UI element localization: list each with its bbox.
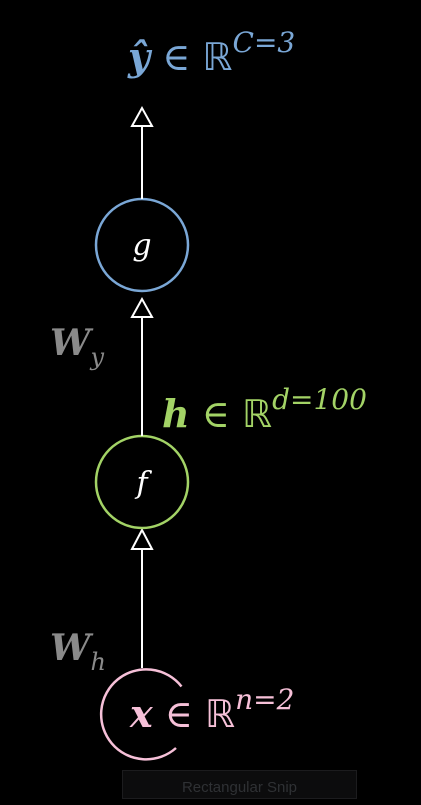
weight-y-label: Wy bbox=[50, 322, 104, 369]
hidden-set: ℝ bbox=[241, 392, 273, 436]
input-set: ℝ bbox=[204, 692, 236, 736]
weight-h-base: W bbox=[50, 627, 91, 669]
hidden-symbol: h bbox=[162, 391, 190, 436]
f-node-label: f bbox=[136, 466, 148, 501]
weight-h-sub: h bbox=[90, 648, 106, 676]
hidden-label: h ∈ ℝd=100 bbox=[162, 386, 367, 436]
output-in: ∈ bbox=[162, 35, 191, 79]
output-exponent: C=3 bbox=[232, 26, 296, 60]
arrowhead-to-g bbox=[130, 296, 154, 318]
input-symbol: x bbox=[130, 691, 153, 736]
input-label: x ∈ ℝn=2 bbox=[130, 686, 294, 736]
weight-y-sub: y bbox=[90, 343, 104, 371]
hidden-exponent: d=100 bbox=[272, 383, 367, 417]
output-symbol: ŷ bbox=[128, 34, 151, 79]
g-node-label: g bbox=[132, 228, 152, 263]
weight-y-base: W bbox=[50, 322, 91, 364]
arrowhead-to-output bbox=[130, 105, 154, 127]
input-node-circle bbox=[99, 668, 183, 761]
output-set: ℝ bbox=[202, 35, 233, 79]
weight-h-label: Wh bbox=[50, 627, 106, 674]
output-label: ŷ ∈ ℝC=3 bbox=[128, 29, 295, 79]
hidden-in: ∈ bbox=[201, 392, 230, 436]
rectangular-snip-button[interactable]: Rectangular Snip bbox=[122, 770, 357, 799]
input-in: ∈ bbox=[164, 692, 193, 736]
arrowhead-to-f bbox=[130, 527, 154, 550]
input-exponent: n=2 bbox=[235, 683, 295, 717]
